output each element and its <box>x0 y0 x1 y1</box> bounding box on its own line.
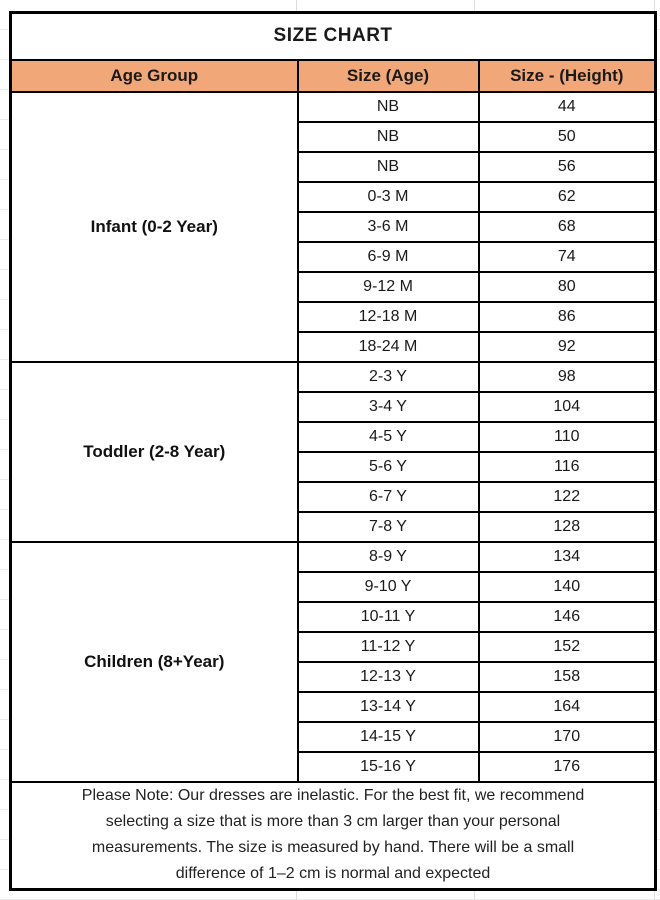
table-row: 0-3 M 62 <box>11 180 657 213</box>
height-cell: 158 <box>477 660 657 693</box>
size-chart-title: SIZE CHART <box>9 11 657 61</box>
height-cell: 146 <box>477 600 657 633</box>
table-row: Children (8+Year) 8-9 Y 134 <box>9 540 657 783</box>
note-line: difference of 1–2 cm is normal and expec… <box>175 865 491 883</box>
size-chart-table: SIZE CHART Age Group Size (Age) Size - (… <box>9 11 658 891</box>
height-cell: 152 <box>477 630 657 663</box>
height-cell: 170 <box>477 720 657 753</box>
height-cell: 80 <box>477 270 657 303</box>
height-cell: 50 <box>477 120 657 153</box>
size-age-cell: 12-13 Y <box>296 660 480 693</box>
size-age-cell: 0-3 M <box>296 180 480 213</box>
size-age-cell: 6-9 M <box>296 240 480 273</box>
table-row: 11-12 Y 152 <box>11 630 657 663</box>
table-row: 18-24 M 92 <box>11 330 657 363</box>
size-age-cell: 5-6 Y <box>296 450 480 483</box>
table-row: 3-4 Y 104 <box>11 390 657 423</box>
table-row: 9-10 Y 140 <box>11 570 657 603</box>
table-row: 14-15 Y 170 <box>11 720 657 753</box>
table-row: 6-7 Y 122 <box>11 480 657 513</box>
size-age-cell: 9-10 Y <box>296 570 480 603</box>
table-row: 15-16 Y 176 <box>11 750 657 783</box>
height-cell: 140 <box>477 570 657 603</box>
table-row: NB 56 <box>11 150 657 183</box>
size-age-cell: 4-5 Y <box>296 420 480 453</box>
note-line: measurements. The size is measured by ha… <box>91 839 575 857</box>
table-row: 10-11 Y 146 <box>11 600 657 633</box>
size-age-cell: 6-7 Y <box>296 480 480 513</box>
size-age-cell: 8-9 Y <box>296 540 480 573</box>
size-age-cell: NB <box>296 90 480 123</box>
column-header-size-age: Size (Age) <box>296 58 480 93</box>
please-note-cell: Please Note: Our dresses are inelastic. … <box>9 780 657 891</box>
height-cell: 128 <box>477 510 657 543</box>
table-row: 7-8 Y 128 <box>11 510 657 543</box>
size-age-cell: 3-4 Y <box>296 390 480 423</box>
column-header-size-height: Size - (Height) <box>477 58 657 93</box>
height-cell: 104 <box>477 390 657 423</box>
height-cell: 110 <box>477 420 657 453</box>
size-age-cell: 13-14 Y <box>296 690 480 723</box>
table-row: 5-6 Y 116 <box>11 450 657 483</box>
note-line: selecting a size that is more than 3 cm … <box>105 813 561 831</box>
size-age-cell: 3-6 M <box>296 210 480 243</box>
table-row: 3-6 M 68 <box>11 210 657 243</box>
height-cell: 176 <box>477 750 657 783</box>
size-age-cell: 10-11 Y <box>296 600 480 633</box>
age-group-cell: Toddler (2-8 Year) <box>9 360 299 543</box>
title-row: SIZE CHART <box>9 11 657 61</box>
height-cell: 86 <box>477 300 657 333</box>
size-age-cell: 11-12 Y <box>296 630 480 663</box>
column-header-age-group: Age Group <box>9 58 299 93</box>
age-group-cell: Infant (0-2 Year) <box>9 90 299 363</box>
height-cell: 134 <box>477 540 657 573</box>
size-age-cell: 15-16 Y <box>296 750 480 783</box>
table-row: 6-9 M 74 <box>11 240 657 273</box>
height-cell: 62 <box>477 180 657 213</box>
size-age-cell: 18-24 M <box>296 330 480 363</box>
height-cell: 116 <box>477 450 657 483</box>
size-age-cell: 12-18 M <box>296 300 480 333</box>
note-row: Please Note: Our dresses are inelastic. … <box>9 780 657 891</box>
height-cell: 92 <box>477 330 657 363</box>
note-line: Please Note: Our dresses are inelastic. … <box>81 787 585 805</box>
height-cell: 56 <box>477 150 657 183</box>
height-cell: 98 <box>477 360 657 393</box>
column-header-row: Age Group Size (Age) Size - (Height) <box>9 58 657 93</box>
table-row: 13-14 Y 164 <box>11 690 657 723</box>
height-cell: 164 <box>477 690 657 723</box>
table-row: 12-18 M 86 <box>11 300 657 333</box>
size-age-cell: 9-12 M <box>296 270 480 303</box>
size-age-cell: 7-8 Y <box>296 510 480 543</box>
table-row: 12-13 Y 158 <box>11 660 657 693</box>
size-age-cell: NB <box>296 120 480 153</box>
size-age-cell: 2-3 Y <box>296 360 480 393</box>
height-cell: 68 <box>477 210 657 243</box>
height-cell: 44 <box>477 90 657 123</box>
table-row: Infant (0-2 Year) NB 44 <box>9 90 657 363</box>
size-age-cell: NB <box>296 150 480 183</box>
size-table-body: Infant (0-2 Year) NB 44 NB 50 NB 56 0-3 M 62 3-6 … <box>9 90 657 783</box>
table-row: NB 50 <box>11 120 657 153</box>
height-cell: 122 <box>477 480 657 513</box>
size-age-cell: 14-15 Y <box>296 720 480 753</box>
table-row: Toddler (2-8 Year) 2-3 Y 98 <box>9 360 657 543</box>
height-cell: 74 <box>477 240 657 273</box>
age-group-cell: Children (8+Year) <box>9 540 299 783</box>
table-row: 4-5 Y 110 <box>11 420 657 453</box>
table-row: 9-12 M 80 <box>11 270 657 303</box>
